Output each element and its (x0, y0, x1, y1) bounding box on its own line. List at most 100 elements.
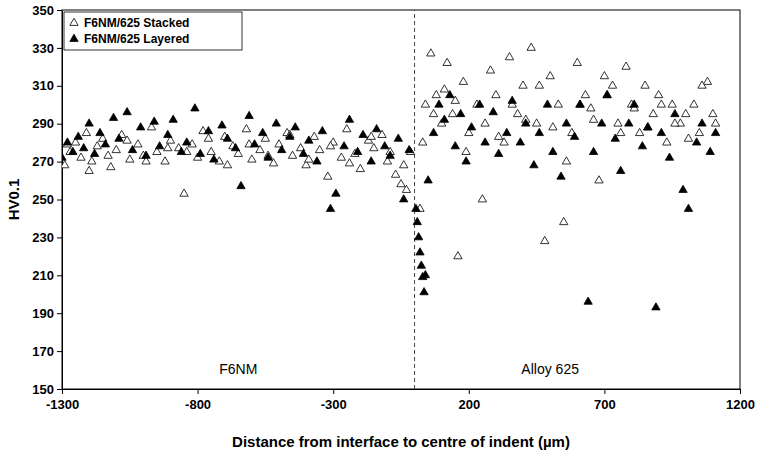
point (150, 117, 158, 124)
point (481, 138, 489, 145)
y-tick-mark (57, 10, 62, 11)
point (345, 115, 353, 122)
y-tick: 210 (32, 268, 62, 283)
point (589, 115, 597, 122)
point (570, 132, 578, 139)
x-axis-title: Distance from interface to centre of ind… (232, 433, 570, 450)
x-tick: 1200 (726, 389, 755, 412)
point (62, 161, 69, 168)
point (581, 90, 589, 97)
point (652, 303, 660, 310)
point (494, 132, 502, 139)
point (492, 90, 500, 97)
point (679, 185, 687, 192)
point (608, 81, 616, 88)
point (644, 123, 652, 130)
point (134, 140, 142, 147)
point (603, 90, 611, 97)
point (549, 147, 557, 154)
point (695, 128, 703, 135)
point (278, 145, 286, 152)
point (535, 81, 543, 88)
point (519, 81, 527, 88)
x-tick: -300 (321, 389, 347, 412)
point (164, 130, 172, 137)
point (93, 142, 101, 149)
point (622, 62, 630, 69)
point (562, 157, 570, 164)
point (126, 155, 134, 162)
point (286, 132, 294, 139)
point (416, 248, 424, 255)
point (272, 119, 280, 126)
x-tick-label: -300 (321, 397, 347, 412)
x-tick-label: -1300 (46, 397, 79, 412)
point (204, 126, 212, 133)
point (467, 123, 475, 130)
point (400, 195, 408, 202)
point (248, 155, 256, 162)
point (516, 138, 524, 145)
point (698, 119, 706, 126)
point (505, 53, 513, 60)
point (324, 172, 332, 179)
point (462, 157, 470, 164)
point (459, 77, 467, 84)
annotation: F6NM (219, 361, 257, 377)
point (668, 100, 676, 107)
point (614, 119, 622, 126)
point (630, 100, 638, 107)
point (386, 151, 394, 158)
point (684, 204, 692, 211)
marks (62, 10, 720, 389)
point (128, 145, 136, 152)
point (448, 109, 456, 116)
point (671, 109, 679, 116)
point (345, 159, 353, 166)
point (359, 130, 367, 137)
annotation: Alloy 625 (521, 361, 579, 377)
chart: -1300-800-300200700120015017019021023025… (0, 0, 760, 459)
point (421, 100, 429, 107)
point (313, 157, 321, 164)
point (451, 142, 459, 149)
point (446, 90, 454, 97)
point (417, 261, 425, 268)
point (412, 204, 420, 211)
point (562, 119, 570, 126)
point (494, 149, 502, 156)
point (210, 155, 218, 162)
point (698, 81, 706, 88)
point (530, 161, 538, 168)
point (80, 144, 88, 151)
point (443, 58, 451, 65)
y-tick: 270 (32, 154, 62, 169)
x-tick-label: 1200 (726, 397, 755, 412)
y-tick-mark (57, 48, 62, 49)
point (155, 142, 163, 149)
y-tick: 250 (32, 192, 62, 207)
point (231, 144, 239, 151)
x-tick-label: -800 (185, 397, 211, 412)
point (326, 142, 334, 149)
point (424, 176, 432, 183)
point (657, 128, 665, 135)
y-tick: 350 (32, 3, 62, 18)
point (587, 104, 595, 111)
point (85, 119, 93, 126)
point (560, 217, 568, 224)
point (101, 140, 109, 147)
y-axis: 150170190210230250270290310330350 (32, 3, 62, 397)
point (692, 138, 700, 145)
point (598, 119, 606, 126)
point (62, 153, 66, 160)
point (682, 109, 690, 116)
point (397, 180, 405, 187)
y-tick-mark (57, 275, 62, 276)
point (475, 100, 483, 107)
point (657, 100, 665, 107)
point (478, 195, 486, 202)
point (400, 161, 408, 168)
point (356, 164, 364, 171)
point (711, 119, 719, 126)
